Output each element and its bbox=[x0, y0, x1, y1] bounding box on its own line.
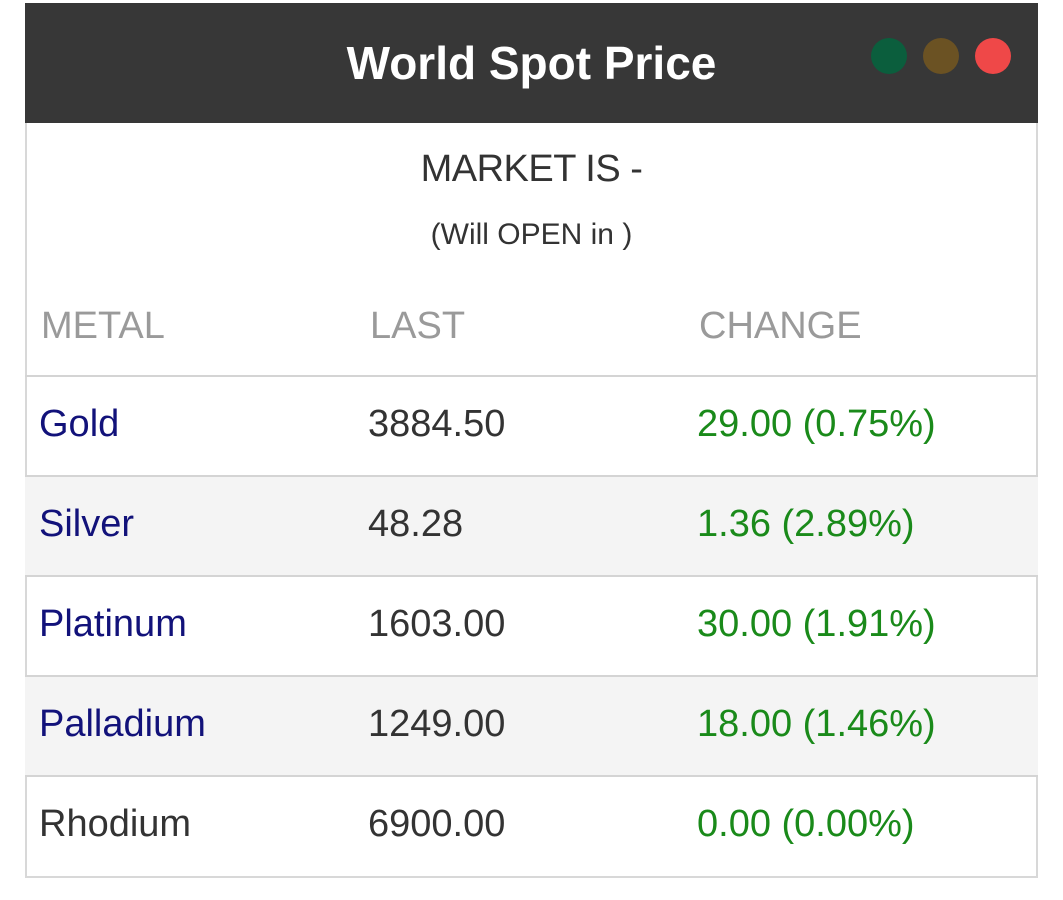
last-price: 6900.00 bbox=[368, 803, 506, 845]
last-price: 48.28 bbox=[368, 503, 464, 545]
market-countdown: (Will OPEN in ) bbox=[430, 218, 633, 251]
brown-dot-icon[interactable] bbox=[923, 38, 959, 74]
price-change: 0.00 (0.00%) bbox=[697, 803, 915, 845]
column-header-metal: METAL bbox=[41, 305, 165, 347]
price-change: 29.00 (0.75%) bbox=[697, 403, 936, 445]
price-change: 1.36 (2.89%) bbox=[697, 503, 915, 545]
column-header-change: CHANGE bbox=[699, 305, 862, 347]
price-table: Gold 3884.50 29.00 (0.75%) Silver 48.28 … bbox=[25, 375, 1038, 875]
market-status: MARKET IS - bbox=[420, 148, 643, 190]
table-row: Gold 3884.50 29.00 (0.75%) bbox=[25, 375, 1038, 475]
table-row: Silver 48.28 1.36 (2.89%) bbox=[25, 475, 1038, 575]
metal-name-rhodium: Rhodium bbox=[39, 803, 192, 845]
spot-price-widget: World Spot Price MARKET IS - (Will OPEN … bbox=[25, 3, 1038, 878]
table-row: Rhodium 6900.00 0.00 (0.00%) bbox=[25, 775, 1038, 875]
metal-link-gold[interactable]: Gold bbox=[39, 403, 120, 445]
last-price: 3884.50 bbox=[368, 403, 506, 445]
widget-header: World Spot Price bbox=[25, 3, 1038, 123]
metal-link-silver[interactable]: Silver bbox=[39, 503, 135, 545]
column-header-last: LAST bbox=[370, 305, 466, 347]
price-change: 18.00 (1.46%) bbox=[697, 703, 936, 745]
price-change: 30.00 (1.91%) bbox=[697, 603, 936, 645]
red-dot-icon[interactable] bbox=[975, 38, 1011, 74]
last-price: 1603.00 bbox=[368, 603, 506, 645]
metal-link-palladium[interactable]: Palladium bbox=[39, 703, 206, 745]
table-row: Platinum 1603.00 30.00 (1.91%) bbox=[25, 575, 1038, 675]
metal-link-platinum[interactable]: Platinum bbox=[39, 603, 187, 645]
last-price: 1249.00 bbox=[368, 703, 506, 745]
table-row: Palladium 1249.00 18.00 (1.46%) bbox=[25, 675, 1038, 775]
green-dot-icon[interactable] bbox=[871, 38, 907, 74]
widget-title: World Spot Price bbox=[346, 37, 717, 89]
